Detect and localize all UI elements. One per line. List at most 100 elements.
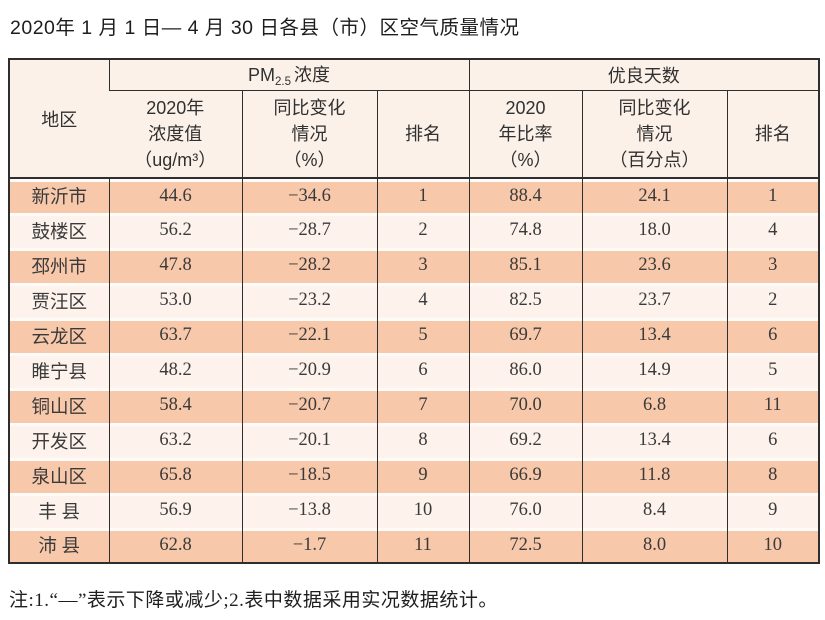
table-row: 开发区 63.2 −20.1 8 69.2 13.4 6 <box>9 423 820 458</box>
table-row: 丰 县 56.9 −13.8 10 76.0 8.4 9 <box>9 493 820 528</box>
footnote: 注:1.“—”表示下降或减少;2.表中数据采用实况数据统计。 <box>9 590 498 611</box>
table-body: 新沂市 44.6 −34.6 1 88.4 24.1 1 鼓楼区 56.2 −2… <box>9 178 820 563</box>
ratio-rank-cell: 10 <box>726 528 820 563</box>
pm25-change-cell: −13.8 <box>241 493 377 528</box>
pm25-change-cell: −34.6 <box>241 178 377 213</box>
region-cell: 睢宁县 <box>9 353 109 388</box>
ratio-change-cell: 23.7 <box>581 283 728 318</box>
ratio-rank-cell: 9 <box>726 493 820 528</box>
pm25-value-cell: 48.2 <box>108 353 242 388</box>
pm25-change-cell: −22.1 <box>241 318 377 353</box>
region-cell: 鼓楼区 <box>9 213 109 248</box>
pm25-value-cell: 44.6 <box>108 178 242 213</box>
ratio-change-cell: 24.1 <box>581 178 728 213</box>
pm25-rank-cell: 4 <box>376 283 470 318</box>
ratio-value-cell: 82.5 <box>468 283 583 318</box>
pm25-value-cell: 47.8 <box>108 248 242 283</box>
pm25-change-cell: −18.5 <box>241 458 377 493</box>
pm25-value-cell: 58.4 <box>108 388 242 423</box>
pm25-value-cell: 62.8 <box>108 528 242 563</box>
pm25-rank-cell: 11 <box>376 528 470 563</box>
pm25-rank-cell: 7 <box>376 388 470 423</box>
pm25-label-prefix: PM <box>248 65 276 86</box>
pm25-rank-cell: 6 <box>376 353 470 388</box>
region-cell: 新沂市 <box>9 178 109 213</box>
ratio-rank-cell: 8 <box>726 458 820 493</box>
pm25-change-cell: −1.7 <box>241 528 377 563</box>
pm25-rank-cell: 8 <box>376 423 470 458</box>
col-header-ratio-change: 同比变化 情况 （百分点） <box>581 90 728 179</box>
ratio-value-cell: 76.0 <box>468 493 583 528</box>
region-cell: 丰 县 <box>9 493 109 528</box>
pm25-rank-cell: 2 <box>376 213 470 248</box>
pm25-value-cell: 53.0 <box>108 283 242 318</box>
col-header-ratio-rank: 排名 <box>726 90 820 179</box>
ratio-change-cell: 14.9 <box>581 353 728 388</box>
table-row: 贾汪区 53.0 −23.2 4 82.5 23.7 2 <box>9 283 820 318</box>
ratio-change-cell: 13.4 <box>581 318 728 353</box>
col-header-pm25-value: 2020年 浓度值 （ug/m³） <box>109 90 242 179</box>
table-header: 地区 PM2.5 浓度 优良天数 2020年 浓度值 （ug/m³） 同比变化 情… <box>9 59 820 179</box>
ratio-rank-cell: 6 <box>726 423 820 458</box>
ratio-value-cell: 85.1 <box>468 248 583 283</box>
col-group-pm25: PM2.5 浓度 <box>108 59 470 91</box>
pm25-rank-cell: 3 <box>376 248 470 283</box>
ratio-value-cell: 69.2 <box>468 423 583 458</box>
ratio-change-cell: 13.4 <box>581 423 728 458</box>
table-row: 邳州市 47.8 −28.2 3 85.1 23.6 3 <box>9 248 820 283</box>
region-cell: 云龙区 <box>9 318 109 353</box>
table-row: 铜山区 58.4 −20.7 7 70.0 6.8 11 <box>9 388 820 423</box>
ratio-change-cell: 11.8 <box>581 458 728 493</box>
pm25-change-cell: −23.2 <box>241 283 377 318</box>
pm25-value-cell: 63.2 <box>108 423 242 458</box>
pm25-rank-cell: 9 <box>376 458 470 493</box>
region-cell: 泉山区 <box>9 458 109 493</box>
pm25-value-cell: 56.2 <box>108 213 242 248</box>
ratio-change-cell: 8.0 <box>581 528 728 563</box>
table-row: 鼓楼区 56.2 −28.7 2 74.8 18.0 4 <box>9 213 820 248</box>
ratio-rank-cell: 5 <box>726 353 820 388</box>
ratio-value-cell: 72.5 <box>468 528 583 563</box>
col-header-pm25-change: 同比变化 情况 （%） <box>241 90 377 179</box>
pm25-change-cell: −20.1 <box>241 423 377 458</box>
pm25-value-cell: 63.7 <box>108 318 242 353</box>
region-cell: 邳州市 <box>9 248 109 283</box>
ratio-value-cell: 69.7 <box>468 318 583 353</box>
ratio-value-cell: 70.0 <box>468 388 583 423</box>
ratio-change-cell: 18.0 <box>581 213 728 248</box>
table-row: 沛 县 62.8 −1.7 11 72.5 8.0 10 <box>9 528 820 563</box>
col-header-ratio-value: 2020 年比率 （%） <box>468 90 583 179</box>
ratio-change-cell: 6.8 <box>581 388 728 423</box>
col-group-good-days: 优良天数 <box>468 59 820 91</box>
ratio-rank-cell: 2 <box>726 283 820 318</box>
ratio-rank-cell: 4 <box>726 213 820 248</box>
col-header-pm25-rank: 排名 <box>376 90 470 179</box>
page-title: 2020年 1 月 1 日— 4 月 30 日各县（市）区空气质量情况 <box>10 17 520 39</box>
pm25-change-cell: −28.2 <box>241 248 377 283</box>
region-cell: 铜山区 <box>9 388 109 423</box>
table-row: 泉山区 65.8 −18.5 9 66.9 11.8 8 <box>9 458 820 493</box>
pm25-change-cell: −20.7 <box>241 388 377 423</box>
header-sub-row: 2020年 浓度值 （ug/m³） 同比变化 情况 （%） 排名 2020 年比… <box>9 90 820 179</box>
ratio-value-cell: 74.8 <box>468 213 583 248</box>
pm25-value-cell: 65.8 <box>108 458 242 493</box>
pm25-label-suffix: 浓度 <box>294 65 331 86</box>
table-row: 新沂市 44.6 −34.6 1 88.4 24.1 1 <box>9 178 820 213</box>
ratio-rank-cell: 11 <box>726 388 820 423</box>
pm25-change-cell: −28.7 <box>241 213 377 248</box>
col-header-region: 地区 <box>9 59 109 179</box>
table-row: 云龙区 63.7 −22.1 5 69.7 13.4 6 <box>9 318 820 353</box>
header-group-row: 地区 PM2.5 浓度 优良天数 <box>9 59 820 179</box>
pm25-value-cell: 56.9 <box>108 493 242 528</box>
pm25-label-subscript: 2.5 <box>275 76 292 89</box>
ratio-rank-cell: 6 <box>726 318 820 353</box>
table-row: 睢宁县 48.2 −20.9 6 86.0 14.9 5 <box>9 353 820 388</box>
ratio-change-cell: 23.6 <box>581 248 728 283</box>
region-cell: 沛 县 <box>9 528 109 563</box>
region-cell: 贾汪区 <box>9 283 109 318</box>
pm25-rank-cell: 5 <box>376 318 470 353</box>
pm25-change-cell: −20.9 <box>241 353 377 388</box>
air-quality-table: 地区 PM2.5 浓度 优良天数 2020年 浓度值 （ug/m³） 同比变化 情… <box>8 58 821 564</box>
ratio-value-cell: 86.0 <box>468 353 583 388</box>
ratio-rank-cell: 3 <box>726 248 820 283</box>
